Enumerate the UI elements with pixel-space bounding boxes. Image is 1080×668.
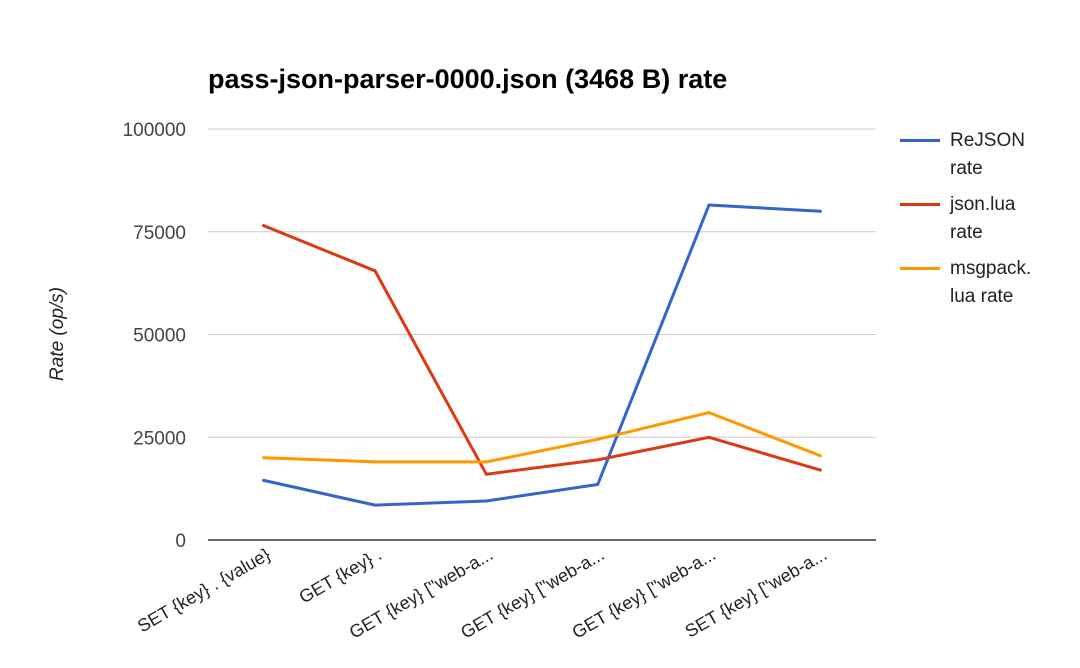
- data-point: [373, 503, 377, 507]
- data-point: [707, 435, 711, 439]
- x-axis-ticks: SET {key} . {value} GET {key} .GET {key} …: [134, 544, 830, 642]
- data-point: [262, 224, 266, 228]
- data-point: [596, 458, 600, 462]
- legend-item-rejson[interactable]: ReJSON rate: [900, 122, 1070, 186]
- legend-label-json-lua: json.lua rate: [950, 191, 1060, 247]
- data-point: [596, 483, 600, 487]
- data-point: [373, 269, 377, 273]
- gridlines: [208, 128, 876, 541]
- legend-label-line: rate: [950, 158, 983, 179]
- legend-item-json-lua[interactable]: json.lua rate: [900, 186, 1070, 250]
- legend-label-line: ReJSON: [950, 130, 1025, 151]
- legend-label-msgpack-lua: msgpack. lua rate: [950, 255, 1060, 311]
- legend-label-line: json.lua: [950, 194, 1016, 215]
- series-lines: [262, 203, 822, 507]
- x-tick-label: GET {key} .: [296, 544, 385, 607]
- legend-label-line: rate: [950, 222, 983, 243]
- data-point: [707, 411, 711, 415]
- series-line-0[interactable]: [262, 203, 822, 507]
- data-point: [707, 203, 711, 207]
- y-tick-label: 75000: [133, 223, 186, 244]
- data-point: [262, 478, 266, 482]
- data-point: [484, 499, 488, 503]
- data-point: [818, 209, 822, 213]
- legend-item-msgpack-lua[interactable]: msgpack. lua rate: [900, 250, 1070, 314]
- legend-label-line: lua rate: [950, 286, 1014, 307]
- legend: ReJSON rate json.lua rate msgpack. lua r…: [900, 122, 1070, 314]
- data-point: [596, 437, 600, 441]
- legend-label-rejson: ReJSON rate: [950, 127, 1060, 183]
- data-point: [484, 472, 488, 476]
- y-tick-label: 100000: [123, 120, 186, 141]
- y-tick-label: 25000: [133, 428, 186, 449]
- y-tick-label: 50000: [133, 326, 186, 347]
- legend-swatch-json-lua: [900, 203, 940, 206]
- data-point: [262, 456, 266, 460]
- y-tick-label: 0: [175, 531, 186, 552]
- x-tick-label: SET {key} . {value}: [134, 544, 274, 636]
- series-line-1[interactable]: [262, 224, 822, 476]
- legend-label-line: msgpack.: [950, 258, 1032, 279]
- data-point: [818, 454, 822, 458]
- series-line-2[interactable]: [262, 411, 822, 464]
- legend-swatch-rejson: [900, 139, 940, 142]
- data-point: [484, 460, 488, 464]
- data-point: [373, 460, 377, 464]
- chart-title: pass-json-parser-0000.json (3468 B) rate: [208, 64, 728, 94]
- y-axis-ticks: 0 25000 50000 75000 100000: [123, 120, 186, 552]
- legend-swatch-msgpack-lua: [900, 267, 940, 270]
- data-point: [818, 468, 822, 472]
